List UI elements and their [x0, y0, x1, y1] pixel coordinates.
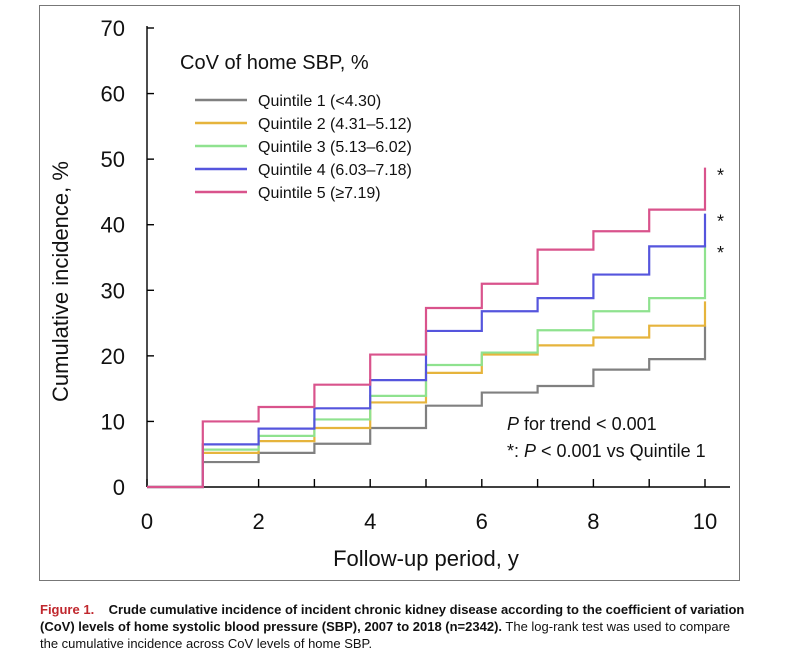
significance-marker-5: *: [717, 166, 724, 186]
figure-frame: 0 10 20 30 40 50 60 70 0 2 4 6 8 10 * * * CoV of home S…: [39, 5, 740, 581]
annotations: P for trend < 0.001 *: P < 0.001 vs Quint…: [507, 414, 706, 461]
y-tick-label: 40: [101, 213, 125, 238]
x-tick-label: 10: [693, 509, 717, 534]
figure-caption: Figure 1. Crude cumulative incidence of …: [40, 601, 746, 652]
y-tick-label: 30: [101, 278, 125, 303]
x-tick-label: 8: [587, 509, 599, 534]
legend-label-1: Quintile 1 (<4.30): [258, 93, 381, 110]
caption-bold-text: Crude cumulative incidence of incident c…: [40, 602, 745, 634]
series-line-5: [147, 167, 707, 489]
y-tick-label: 60: [101, 82, 125, 107]
axis-labels: Follow-up period, y Cumulative incidence,…: [48, 161, 519, 571]
x-tick-label: 4: [364, 509, 376, 534]
significance-marker-3: *: [717, 243, 724, 263]
x-tick-label: 0: [141, 509, 153, 534]
x-axis-label: Follow-up period, y: [333, 546, 519, 571]
legend: CoV of home SBP, % Quintile 1 (<4.30) Quin…: [180, 52, 412, 202]
p-vs-annotation: *: P < 0.001 vs Quintile 1: [507, 441, 706, 461]
legend-label-4: Quintile 4 (6.03–7.18): [258, 162, 412, 179]
chart-plot: 0 10 20 30 40 50 60 70 0 2 4 6 8 10 * * * CoV of home S…: [48, 16, 730, 571]
y-tick-label: 20: [101, 344, 125, 369]
x-tick-label: 6: [476, 509, 488, 534]
p-trend-annotation: P for trend < 0.001: [507, 414, 657, 434]
figure-label: Figure 1.: [40, 602, 95, 617]
y-axis-label: Cumulative incidence, %: [48, 161, 73, 402]
y-tick-label: 10: [101, 409, 125, 434]
legend-label-2: Quintile 2 (4.31–5.12): [258, 116, 412, 133]
legend-title: CoV of home SBP, %: [180, 52, 369, 74]
caption-plain-text: The log-rank test was used to compare th…: [40, 619, 731, 651]
legend-label-5: Quintile 5 (≥7.19): [258, 185, 381, 202]
y-tick-label: 0: [113, 475, 125, 500]
series-layer: * * *: [147, 166, 724, 489]
axes: 0 10 20 30 40 50 60 70 0 2 4 6 8 10: [101, 16, 730, 534]
legend-label-3: Quintile 3 (5.13–6.02): [258, 139, 412, 156]
series-line-1: [147, 325, 707, 489]
y-tick-label: 50: [101, 147, 125, 172]
x-tick-label: 2: [252, 509, 264, 534]
significance-marker-4: *: [717, 212, 724, 232]
y-tick-label: 70: [101, 16, 125, 41]
